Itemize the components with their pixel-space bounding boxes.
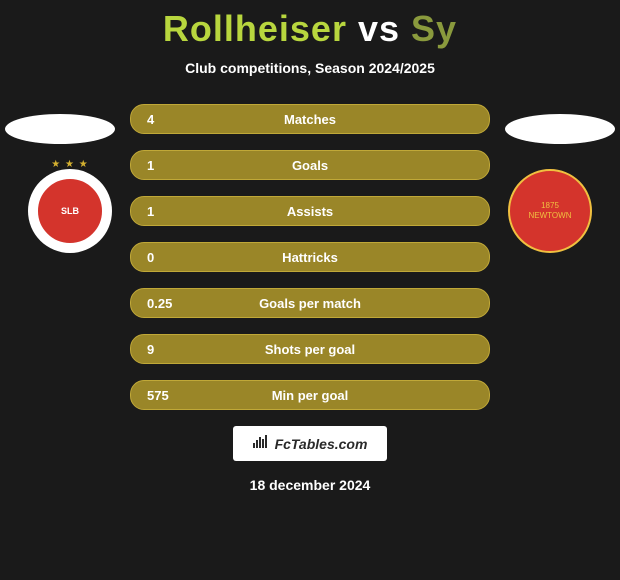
stat-value: 9 [147, 342, 207, 357]
comparison-date: 18 december 2024 [0, 477, 620, 493]
stat-row-assists: 1 Assists [130, 196, 490, 226]
badge-left-inner: SLB [36, 177, 104, 245]
club-badge-left: ★ ★ ★ SLB [28, 169, 112, 253]
badge-left-text: SLB [61, 206, 79, 216]
fctables-label: FcTables.com [275, 436, 368, 452]
fctables-box[interactable]: FcTables.com [233, 426, 388, 461]
badge-right-name: NEWTOWN [529, 211, 572, 221]
stat-label: Goals per match [259, 296, 361, 311]
stat-row-hattricks: 0 Hattricks [130, 242, 490, 272]
badge-right-text: 1875 NEWTOWN [529, 201, 572, 220]
player1-portrait-placeholder [5, 114, 115, 144]
stat-row-matches: 4 Matches [130, 104, 490, 134]
stat-value: 575 [147, 388, 207, 403]
club-badge-right: 1875 NEWTOWN [508, 169, 592, 253]
stat-value: 0.25 [147, 296, 207, 311]
content-area: ★ ★ ★ SLB 1875 NEWTOWN 4 Matches 1 Goals… [0, 104, 620, 493]
bar-chart-icon [253, 434, 269, 453]
stats-list: 4 Matches 1 Goals 1 Assists 0 Hattricks … [130, 104, 490, 410]
stat-label: Hattricks [282, 250, 338, 265]
stat-label: Shots per goal [265, 342, 355, 357]
stat-value: 4 [147, 112, 207, 127]
badge-stars-icon: ★ ★ ★ [51, 159, 88, 170]
stat-label: Min per goal [272, 388, 349, 403]
comparison-title: Rollheiser vs Sy [0, 0, 620, 50]
badge-right-year: 1875 [529, 201, 572, 211]
stat-row-min-per-goal: 575 Min per goal [130, 380, 490, 410]
stat-value: 1 [147, 204, 207, 219]
stat-value: 1 [147, 158, 207, 173]
season-subtitle: Club competitions, Season 2024/2025 [0, 60, 620, 76]
player2-portrait-placeholder [505, 114, 615, 144]
vs-text: vs [358, 8, 400, 49]
player1-name: Rollheiser [163, 8, 347, 49]
stat-row-shots-per-goal: 9 Shots per goal [130, 334, 490, 364]
stat-label: Goals [292, 158, 328, 173]
stat-row-goals: 1 Goals [130, 150, 490, 180]
stat-label: Assists [287, 204, 333, 219]
stat-row-goals-per-match: 0.25 Goals per match [130, 288, 490, 318]
fctables-attribution: FcTables.com [0, 426, 620, 461]
stat-label: Matches [284, 112, 336, 127]
stat-value: 0 [147, 250, 207, 265]
player2-name: Sy [411, 8, 457, 49]
